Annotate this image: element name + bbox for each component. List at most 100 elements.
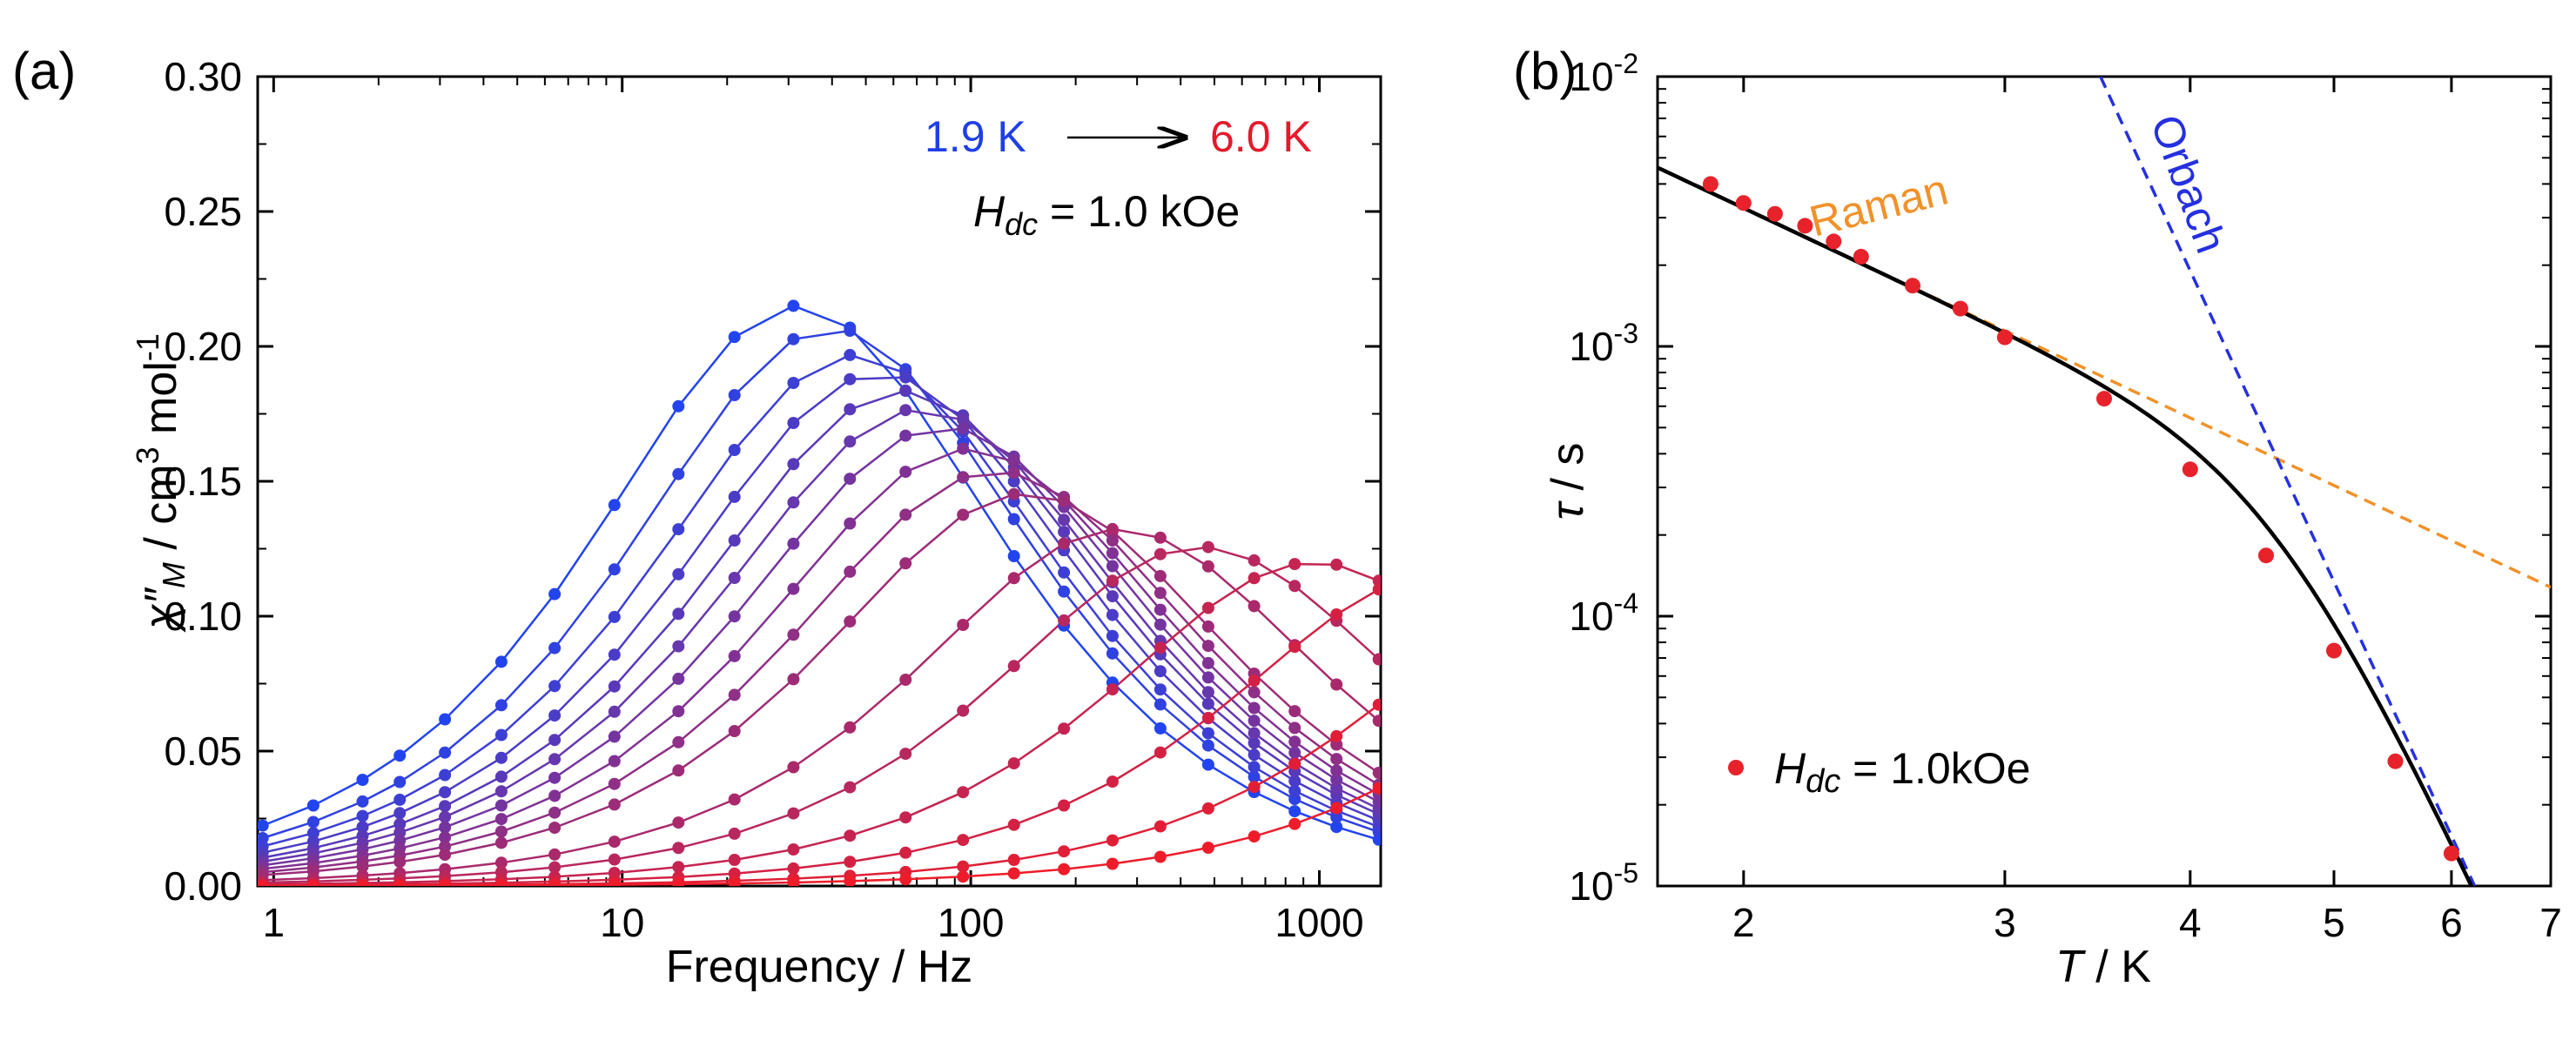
data-point bbox=[728, 649, 741, 662]
data-point bbox=[1007, 757, 1020, 770]
data-point bbox=[608, 777, 621, 790]
data-point bbox=[306, 827, 319, 840]
data-point bbox=[1153, 721, 1167, 735]
data-point bbox=[1330, 729, 1343, 742]
panel-b-frame bbox=[1656, 75, 2552, 888]
data-point bbox=[1106, 560, 1119, 573]
data-point bbox=[608, 755, 621, 768]
data-point bbox=[844, 781, 857, 794]
data-point bbox=[439, 821, 452, 834]
data-point bbox=[1330, 802, 1343, 815]
data-point bbox=[306, 815, 319, 829]
data-point bbox=[957, 422, 970, 435]
data-point bbox=[494, 836, 508, 849]
panel-a-x-ticks: 1 10 100 1000 bbox=[257, 77, 1364, 945]
data-point bbox=[844, 829, 857, 842]
legend-label: Hdc = 1.0kOe bbox=[1774, 744, 2030, 800]
data-point bbox=[787, 496, 800, 509]
data-point bbox=[1106, 590, 1119, 603]
data-point bbox=[728, 444, 741, 456]
data-point bbox=[548, 806, 562, 819]
data-point bbox=[844, 875, 857, 886]
data-point bbox=[1248, 781, 1261, 794]
data-point bbox=[1153, 683, 1167, 696]
data-point bbox=[608, 798, 621, 811]
data-point bbox=[356, 821, 369, 834]
data-point bbox=[787, 843, 800, 856]
data-point bbox=[494, 751, 508, 764]
y-tick-label: 10-2 bbox=[1569, 48, 1638, 99]
panel-b-points bbox=[1702, 176, 2459, 862]
panel-b-x-label-var: T bbox=[2055, 942, 2086, 992]
data-point bbox=[957, 442, 970, 455]
data-point bbox=[439, 831, 452, 844]
panel-b-fits bbox=[1658, 77, 2551, 886]
data-point bbox=[672, 607, 685, 621]
data-point bbox=[1248, 572, 1261, 585]
data-point bbox=[608, 853, 621, 866]
panel-b-label: (b) bbox=[1513, 42, 1577, 100]
data-point bbox=[1201, 601, 1214, 614]
data-point bbox=[1007, 867, 1020, 880]
data-point bbox=[393, 793, 407, 806]
data-point bbox=[548, 641, 562, 654]
data-point bbox=[1058, 537, 1071, 550]
data-point bbox=[1372, 767, 1381, 779]
data-point bbox=[899, 748, 912, 761]
data-point bbox=[1058, 585, 1071, 598]
data-point bbox=[957, 704, 970, 717]
data-point bbox=[1153, 587, 1167, 600]
data-point bbox=[494, 785, 508, 798]
data-point bbox=[1058, 566, 1071, 579]
data-point bbox=[728, 725, 741, 737]
data-point bbox=[1007, 466, 1020, 480]
data-point bbox=[728, 610, 741, 623]
data-point bbox=[1153, 698, 1167, 711]
data-point bbox=[1201, 640, 1214, 653]
data-point bbox=[1248, 830, 1261, 843]
panel-a-y-ticks: 0.00 0.05 0.10 0.15 0.20 0.25 0.30 bbox=[164, 54, 1381, 909]
panel-a-y-label-unit-sup2: -1 bbox=[130, 333, 165, 361]
data-point bbox=[1288, 721, 1301, 735]
data-point bbox=[728, 534, 741, 547]
panel-a-x-label: Frequency / Hz bbox=[666, 942, 973, 992]
data-point bbox=[439, 746, 452, 759]
data-point bbox=[1106, 629, 1119, 642]
data-point bbox=[548, 822, 562, 834]
data-point bbox=[306, 799, 319, 812]
data-point bbox=[672, 764, 685, 777]
data-point bbox=[548, 753, 562, 766]
data-point bbox=[1007, 475, 1020, 488]
data-point bbox=[608, 836, 621, 849]
data-point bbox=[439, 800, 452, 813]
data-point bbox=[787, 876, 800, 886]
panel-a-y-label-unit-mid: mol bbox=[136, 361, 186, 446]
data-point bbox=[1058, 513, 1071, 527]
panel-b-legend: Hdc = 1.0kOe bbox=[1728, 744, 2030, 800]
data-point bbox=[957, 834, 970, 847]
data-point bbox=[393, 807, 407, 820]
data-point bbox=[1106, 683, 1119, 696]
data-point bbox=[258, 819, 269, 832]
x-tick-label: 5 bbox=[2323, 900, 2345, 945]
data-point bbox=[1288, 641, 1301, 654]
data-point bbox=[672, 842, 685, 855]
data-point bbox=[1153, 665, 1167, 678]
data-point bbox=[672, 816, 685, 829]
data-point bbox=[608, 730, 621, 743]
y-tick-label: 0.00 bbox=[164, 863, 242, 909]
data-point bbox=[899, 846, 912, 859]
data-point bbox=[1248, 727, 1261, 740]
data-point bbox=[1248, 715, 1261, 728]
data-point bbox=[1288, 784, 1301, 797]
panel-a-label: (a) bbox=[12, 42, 76, 100]
y-tick-exponent: -3 bbox=[1614, 318, 1638, 349]
data-point bbox=[1201, 686, 1214, 699]
data-point bbox=[1248, 600, 1261, 613]
data-point bbox=[672, 861, 685, 874]
data-point bbox=[1058, 799, 1071, 812]
data-point bbox=[957, 471, 970, 484]
x-tick-label: 100 bbox=[938, 900, 1005, 945]
data-point bbox=[494, 655, 508, 668]
data-point bbox=[1007, 660, 1020, 673]
